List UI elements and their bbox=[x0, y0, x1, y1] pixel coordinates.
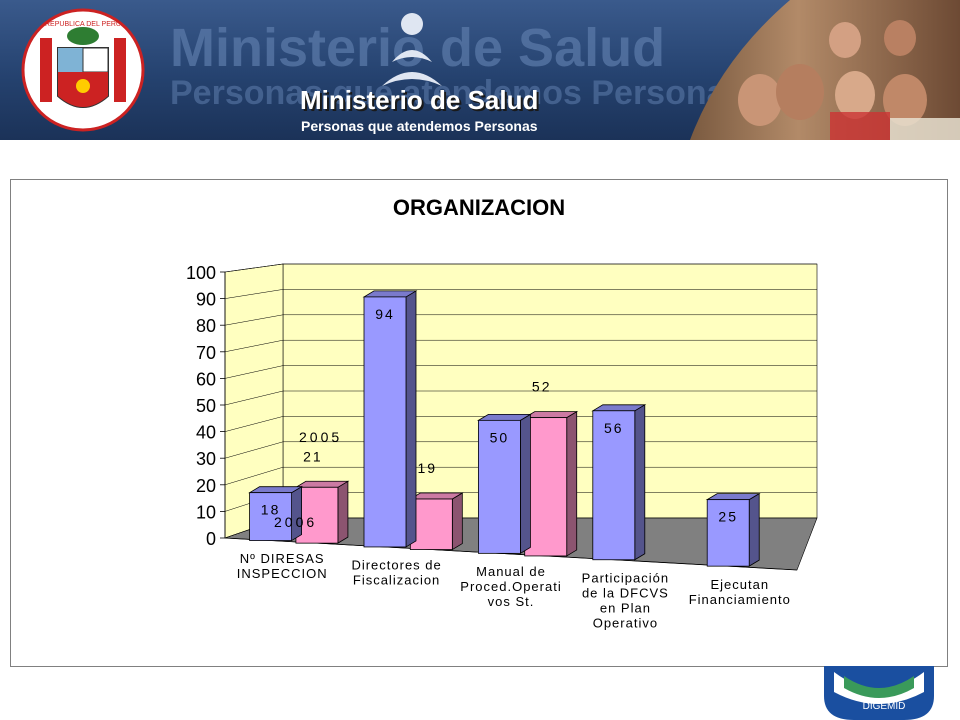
bar-chart: ORGANIZACION 0 10 20 30 40 50 60 70 80 90 100 21 19… bbox=[186, 195, 818, 630]
y-tick-label: 100 bbox=[186, 263, 216, 283]
category-label: en Plan bbox=[600, 600, 651, 615]
y-tick-label: 90 bbox=[196, 290, 216, 310]
y-tick-label: 70 bbox=[196, 343, 216, 363]
banner-graphic: REPUBLICA DEL PERU Ministerio de Salud P… bbox=[21, 0, 960, 140]
category-label: Directores de bbox=[351, 558, 441, 573]
banner-title: Ministerio de Salud bbox=[300, 85, 538, 115]
bar-top bbox=[248, 486, 304, 494]
chart-container: ORGANIZACION 0 10 20 30 40 50 60 70 80 90 100 21 19… bbox=[10, 179, 948, 667]
bar-2005 bbox=[294, 480, 350, 544]
data-label: 94 bbox=[375, 306, 395, 322]
bar-top bbox=[476, 413, 532, 421]
ministry-logo-icon bbox=[382, 13, 442, 86]
bar-front bbox=[592, 410, 636, 561]
gridline bbox=[224, 263, 284, 273]
seal-text: REPUBLICA DEL PERU bbox=[45, 21, 121, 28]
bar-2006 bbox=[591, 404, 647, 561]
gridline bbox=[224, 314, 284, 326]
bar-front bbox=[295, 486, 339, 544]
y-tick-label: 30 bbox=[196, 449, 216, 469]
bar-top bbox=[408, 492, 464, 500]
people-photo-collage bbox=[690, 0, 960, 140]
bar-front bbox=[706, 499, 750, 567]
category-label: Fiscalizacion bbox=[353, 573, 440, 588]
peru-coat-of-arms-icon bbox=[21, 8, 145, 132]
bar-2006 bbox=[362, 290, 418, 548]
bar-top bbox=[523, 411, 579, 419]
category-label: Financiamiento bbox=[689, 592, 791, 607]
gridline bbox=[224, 441, 284, 459]
category-label: vos St. bbox=[488, 594, 535, 609]
bar-top bbox=[705, 493, 761, 501]
category-label: INSPECCION bbox=[237, 566, 328, 581]
y-tick-label: 10 bbox=[196, 502, 216, 522]
bar-side bbox=[634, 404, 646, 561]
bar-side bbox=[566, 410, 578, 557]
y-tick-label: 0 bbox=[206, 529, 216, 549]
gridline bbox=[224, 390, 284, 406]
banner-title-shadow: Ministerio de Salud bbox=[302, 87, 540, 117]
y-tick-label: 20 bbox=[196, 476, 216, 496]
category-label: de la DFCVS bbox=[582, 585, 669, 600]
series-label-2005: 2005 bbox=[299, 429, 342, 445]
bar-side bbox=[748, 492, 760, 567]
digemid-logo: DIGEMID bbox=[824, 666, 934, 720]
bar-side bbox=[519, 413, 531, 555]
series-label-2006: 2006 bbox=[274, 514, 317, 530]
data-label: 18 bbox=[261, 502, 281, 518]
gridline bbox=[224, 289, 284, 299]
data-label: 25 bbox=[718, 509, 738, 525]
data-label: 56 bbox=[604, 420, 624, 436]
banner-subtitle: Personas que atendemos Personas bbox=[301, 118, 538, 134]
data-label: 52 bbox=[532, 379, 552, 395]
gridline bbox=[224, 416, 284, 432]
y-tick-label: 50 bbox=[196, 396, 216, 416]
digemid-label: DIGEMID bbox=[863, 701, 906, 712]
banner-background-subtitle: Personas que atendemos Personas bbox=[170, 74, 744, 112]
gridline bbox=[224, 365, 284, 379]
bar-2005 bbox=[408, 492, 464, 551]
chart-title: ORGANIZACION bbox=[393, 195, 565, 220]
bar-2006 bbox=[705, 492, 761, 567]
bar-side bbox=[451, 492, 463, 551]
data-label: 21 bbox=[303, 448, 323, 464]
category-label: Operativo bbox=[593, 615, 658, 630]
bar-side bbox=[405, 290, 417, 548]
bar-front bbox=[363, 296, 407, 548]
y-tick-label: 80 bbox=[196, 316, 216, 336]
bar-front bbox=[409, 498, 453, 550]
bar-top bbox=[591, 404, 647, 412]
category-label: Nº DIRESAS bbox=[240, 551, 325, 566]
category-label: Ejecutan bbox=[711, 577, 770, 592]
category-label: Participación bbox=[582, 570, 669, 585]
y-tick-label: 40 bbox=[196, 423, 216, 443]
gridline bbox=[224, 466, 284, 486]
gridline bbox=[224, 339, 284, 353]
bar-2005 bbox=[523, 410, 579, 557]
bar-front bbox=[249, 492, 293, 541]
bar-top bbox=[362, 290, 418, 298]
bar-2006 bbox=[248, 485, 304, 542]
data-label: 50 bbox=[490, 429, 510, 445]
bar-front bbox=[477, 419, 521, 554]
bar-2006 bbox=[476, 413, 532, 555]
bar-side bbox=[337, 480, 349, 544]
category-label: Proced.Operati bbox=[460, 579, 561, 594]
header-banner: REPUBLICA DEL PERU Ministerio de Salud P… bbox=[0, 0, 960, 140]
data-label: 19 bbox=[418, 460, 438, 476]
category-label: Manual de bbox=[476, 564, 546, 579]
bar-front bbox=[524, 417, 568, 557]
y-tick-label: 60 bbox=[196, 369, 216, 389]
bar-top bbox=[294, 480, 350, 488]
